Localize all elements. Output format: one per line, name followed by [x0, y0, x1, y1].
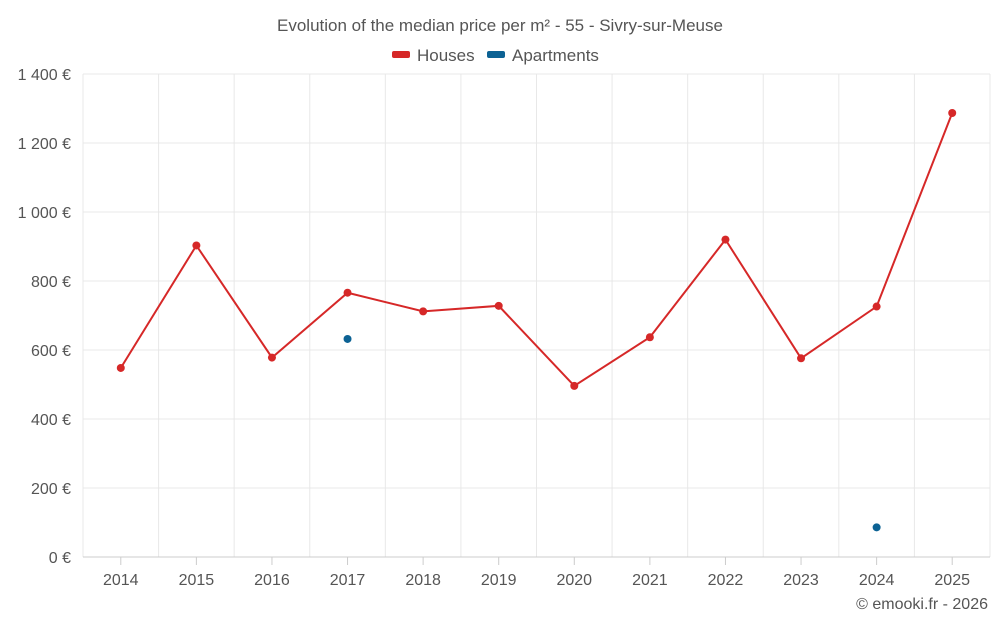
chart-title: Evolution of the median price per m² - 5…	[277, 16, 723, 35]
data-point-apartments-2024[interactable]	[872, 523, 881, 532]
x-tick-label: 2019	[481, 572, 517, 589]
y-tick-label: 0 €	[49, 550, 71, 567]
legend-item-houses[interactable]: Houses	[392, 46, 475, 65]
legend-item-apartments[interactable]: Apartments	[487, 46, 599, 65]
y-tick-label: 1 000 €	[18, 205, 71, 222]
data-point-houses-2019[interactable]	[494, 301, 503, 310]
series-apartments	[343, 334, 881, 532]
data-point-houses-2015[interactable]	[192, 241, 201, 250]
series-line-houses	[119, 112, 954, 388]
x-tick-label: 2023	[783, 572, 819, 589]
data-point-houses-2017[interactable]	[343, 288, 352, 297]
y-tick-label: 1 400 €	[18, 67, 71, 84]
legend-swatch-houses	[392, 51, 410, 58]
y-tick-label: 200 €	[31, 481, 71, 498]
data-point-houses-2020[interactable]	[570, 381, 579, 390]
credit-text: © emooki.fr - 2026	[856, 596, 988, 613]
data-point-houses-2024[interactable]	[872, 302, 881, 311]
series	[116, 108, 957, 532]
x-tick-label: 2018	[405, 572, 441, 589]
x-tick-label: 2014	[103, 572, 139, 589]
x-tick-label: 2025	[934, 572, 970, 589]
x-tick-label: 2020	[556, 572, 592, 589]
x-tick-label: 2016	[254, 572, 290, 589]
x-tick-label: 2024	[859, 572, 895, 589]
x-tick-label: 2021	[632, 572, 668, 589]
data-point-houses-2022[interactable]	[721, 235, 730, 244]
y-tick-label: 800 €	[31, 274, 71, 291]
series-houses	[116, 108, 957, 390]
x-axis-ticks: 2014 2015 2016 2017 2018 2019 2020 2021 2022 2023…	[103, 557, 970, 589]
x-tick-label: 2017	[330, 572, 366, 589]
x-tick-label: 2022	[708, 572, 744, 589]
legend: Houses Apartments	[392, 46, 599, 65]
grid	[82, 73, 991, 558]
data-point-houses-2016[interactable]	[267, 353, 276, 362]
data-point-houses-2023[interactable]	[797, 354, 806, 363]
data-point-houses-2021[interactable]	[645, 333, 654, 342]
legend-swatch-apartments	[487, 51, 505, 58]
y-axis-ticks: 0 € 200 € 400 € 600 € 800 € 1 000 € 1 200 € 1 4…	[18, 67, 71, 567]
legend-label-houses: Houses	[417, 46, 475, 65]
y-tick-label: 400 €	[31, 412, 71, 429]
y-tick-label: 600 €	[31, 343, 71, 360]
legend-label-apartments: Apartments	[512, 46, 599, 65]
x-tick-label: 2015	[179, 572, 215, 589]
data-point-houses-2025[interactable]	[948, 108, 957, 117]
data-point-houses-2014[interactable]	[116, 363, 125, 372]
data-point-apartments-2017[interactable]	[343, 334, 352, 343]
y-tick-label: 1 200 €	[18, 136, 71, 153]
data-point-houses-2018[interactable]	[419, 307, 428, 316]
